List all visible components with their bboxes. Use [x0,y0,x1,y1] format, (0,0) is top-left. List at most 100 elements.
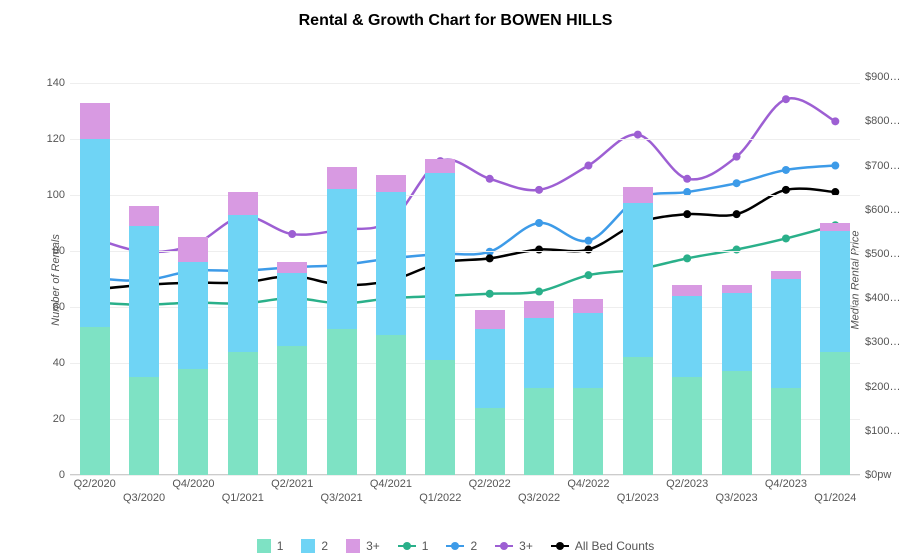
legend-line-all-label: All Bed Counts [575,539,654,553]
swatch-bar-2 [301,539,315,553]
line-2bed-marker [733,179,741,187]
line-all-marker [733,210,741,218]
x-tick: Q1/2022 [419,492,461,504]
bar-seg-1 [425,360,455,475]
bar-group [524,301,554,475]
y-left-tick: 100 [25,189,65,201]
bar-seg-3 [722,285,752,293]
bar-group [475,310,505,475]
line-1bed-marker [683,254,691,262]
x-tick: Q2/2023 [666,478,708,490]
line-3bed-marker [634,131,642,139]
y-right-tick: $200… [865,381,911,393]
grid-line [70,475,860,476]
bar-seg-1 [327,329,357,475]
swatch-line-3 [495,545,513,547]
bar-seg-1 [129,377,159,475]
bar-group [80,103,110,475]
bar-seg-2 [524,318,554,388]
legend-bar-2: 2 [301,539,328,553]
y-right-tick: $100… [865,425,911,437]
legend-bar-2-label: 2 [321,539,328,553]
x-tick: Q3/2023 [715,492,757,504]
line-1bed-marker [584,271,592,279]
bar-seg-3 [327,167,357,189]
legend-bar-1-label: 1 [277,539,284,553]
bar-seg-2 [820,231,850,351]
x-tick: Q3/2022 [518,492,560,504]
bar-seg-3 [178,237,208,262]
bar-seg-1 [178,369,208,475]
x-tick: Q4/2021 [370,478,412,490]
x-tick: Q1/2024 [814,492,856,504]
bar-seg-2 [672,296,702,377]
bar-group [623,187,653,475]
bar-seg-3 [80,103,110,139]
x-tick: Q1/2021 [222,492,264,504]
x-tick: Q3/2021 [320,492,362,504]
bar-seg-3 [771,271,801,279]
legend-line-1: 1 [398,539,429,553]
line-3bed-marker [831,117,839,125]
y-left-tick: 40 [25,357,65,369]
bar-group [327,167,357,475]
bar-seg-3 [573,299,603,313]
bar-seg-3 [672,285,702,296]
bar-seg-2 [277,273,307,346]
line-1bed-marker [733,246,741,254]
y-right-tick: $800… [865,115,911,127]
bar-seg-3 [623,187,653,204]
legend-line-2-label: 2 [470,539,477,553]
line-3bed-marker [584,162,592,170]
bar-seg-2 [425,173,455,361]
legend-line-2: 2 [446,539,477,553]
y-left-tick: 140 [25,77,65,89]
legend-bar-1: 1 [257,539,284,553]
bar-seg-1 [475,408,505,475]
line-3bed-marker [782,95,790,103]
bar-seg-2 [722,293,752,371]
line-1bed-marker [535,288,543,296]
bar-seg-1 [573,388,603,475]
line-all-marker [782,186,790,194]
line-2bed-marker [584,237,592,245]
line-3bed-marker [288,230,296,238]
grid-line [70,83,860,84]
line-2bed-marker [831,162,839,170]
bar-seg-3 [376,175,406,192]
line-all-marker [584,246,592,254]
line-all-marker [683,210,691,218]
bar-seg-3 [129,206,159,226]
y-left-tick: 20 [25,413,65,425]
grid-line [70,139,860,140]
swatch-line-2 [446,545,464,547]
bar-seg-3 [425,159,455,173]
line-2bed-marker [782,166,790,174]
y-right-tick: $0pw [865,469,911,481]
bar-seg-1 [623,357,653,475]
line-3bed-marker [683,175,691,183]
grid-line [70,195,860,196]
bar-group [573,299,603,475]
line-2bed-marker [535,219,543,227]
bar-group [376,175,406,475]
bar-seg-2 [178,262,208,368]
x-tick: Q1/2023 [617,492,659,504]
line-3bed-marker [535,186,543,194]
x-tick: Q3/2020 [123,492,165,504]
legend-line-3: 3+ [495,539,533,553]
legend-line-all: All Bed Counts [551,539,654,553]
bar-group [672,285,702,475]
bar-seg-2 [771,279,801,388]
line-1bed-marker [486,290,494,298]
bar-seg-1 [820,352,850,475]
y-left-tick: 60 [25,301,65,313]
legend-bar-3-label: 3+ [366,539,380,553]
swatch-bar-1 [257,539,271,553]
line-1bed-marker [782,234,790,242]
x-tick: Q4/2023 [765,478,807,490]
bar-group [771,271,801,475]
chart-container: Rental & Growth Chart for BOWEN HILLS Nu… [0,0,911,559]
chart-title: Rental & Growth Chart for BOWEN HILLS [0,0,911,30]
x-tick: Q4/2020 [172,478,214,490]
